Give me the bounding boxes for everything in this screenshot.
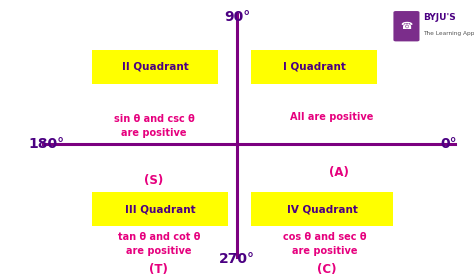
Text: (A): (A) xyxy=(329,166,349,179)
Text: 90°: 90° xyxy=(224,10,250,24)
Text: (S): (S) xyxy=(145,174,164,187)
Text: sin θ and csc θ
are positive: sin θ and csc θ are positive xyxy=(114,114,194,137)
FancyBboxPatch shape xyxy=(251,50,377,84)
FancyBboxPatch shape xyxy=(251,192,393,226)
Text: All are positive: All are positive xyxy=(290,112,374,122)
FancyBboxPatch shape xyxy=(92,192,228,226)
Text: 270°: 270° xyxy=(219,252,255,266)
Text: (C): (C) xyxy=(317,262,337,276)
Text: BYJU'S: BYJU'S xyxy=(423,14,456,22)
Text: IV Quadrant: IV Quadrant xyxy=(287,204,358,214)
Text: 0°: 0° xyxy=(441,137,457,150)
FancyBboxPatch shape xyxy=(393,11,419,41)
Text: ☎: ☎ xyxy=(400,21,412,31)
Text: (T): (T) xyxy=(149,262,168,276)
Text: tan θ and cot θ
are positive: tan θ and cot θ are positive xyxy=(118,232,200,256)
Text: 180°: 180° xyxy=(28,137,64,150)
Text: II Quadrant: II Quadrant xyxy=(122,62,189,72)
FancyBboxPatch shape xyxy=(92,50,218,84)
Text: III Quadrant: III Quadrant xyxy=(125,204,195,214)
Text: cos θ and sec θ
are positive: cos θ and sec θ are positive xyxy=(283,232,366,256)
Text: I Quadrant: I Quadrant xyxy=(283,62,346,72)
Text: The Learning App: The Learning App xyxy=(423,31,474,36)
